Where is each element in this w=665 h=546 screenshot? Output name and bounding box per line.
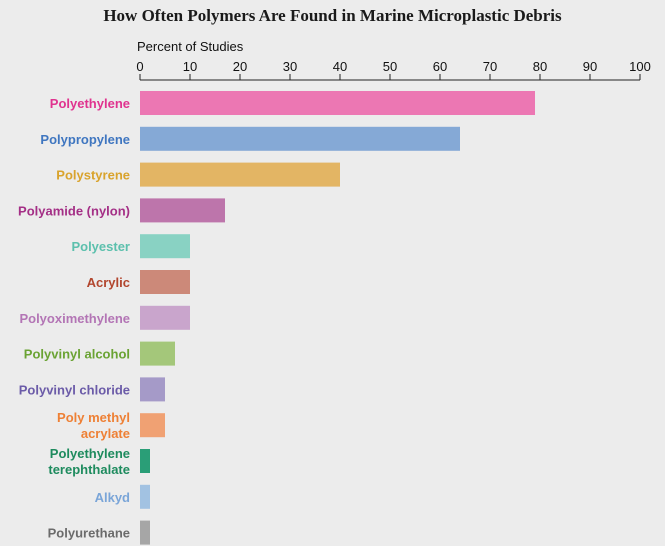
category-label: Polyurethane xyxy=(48,526,130,541)
x-tick-label: 60 xyxy=(433,59,447,74)
bar xyxy=(140,377,165,402)
x-axis-label: Percent of Studies xyxy=(137,39,244,54)
x-tick-label: 40 xyxy=(333,59,347,74)
category-label: Polyoximethylene xyxy=(19,311,130,326)
bars-group xyxy=(140,91,535,545)
category-label: Acrylic xyxy=(87,275,130,290)
x-tick-label: 0 xyxy=(136,59,143,74)
x-tick-label: 90 xyxy=(583,59,597,74)
category-label: Polyethylene terephthalate xyxy=(48,446,130,477)
category-label: Polyester xyxy=(71,239,130,254)
x-tick-label: 10 xyxy=(183,59,197,74)
x-tick-label: 100 xyxy=(629,59,651,74)
x-axis-ticks: 0 10 20 30 40 50 60 70 80 90 100 xyxy=(136,59,651,80)
bar xyxy=(140,413,165,438)
x-tick-label: 80 xyxy=(533,59,547,74)
chart-title: How Often Polymers Are Found in Marine M… xyxy=(103,6,562,25)
bar xyxy=(140,484,150,509)
bar xyxy=(140,91,535,115)
x-tick-label: 50 xyxy=(383,59,397,74)
category-label: Polyvinyl chloride xyxy=(19,382,130,397)
x-tick-label: 20 xyxy=(233,59,247,74)
bar xyxy=(140,520,150,545)
x-tick-label: 30 xyxy=(283,59,297,74)
category-labels: Polyethylene Polypropylene Polystyrene Poly… xyxy=(18,96,130,541)
category-label: Alkyd xyxy=(95,490,130,505)
category-label: Polyethylene xyxy=(50,96,130,111)
bar xyxy=(140,162,340,187)
category-label: Polystyrene xyxy=(56,168,130,183)
bar xyxy=(140,341,175,366)
x-tick-label: 70 xyxy=(483,59,497,74)
bar xyxy=(140,198,225,223)
category-label: Polyvinyl alcohol xyxy=(24,347,130,362)
bar xyxy=(140,126,460,151)
bar xyxy=(140,234,190,259)
bar xyxy=(140,270,190,294)
bar xyxy=(140,449,150,473)
bar xyxy=(140,305,190,330)
category-label: Polypropylene xyxy=(40,132,130,147)
category-label: Poly methyl acrylate xyxy=(57,410,130,441)
category-label: Polyamide (nylon) xyxy=(18,203,130,218)
